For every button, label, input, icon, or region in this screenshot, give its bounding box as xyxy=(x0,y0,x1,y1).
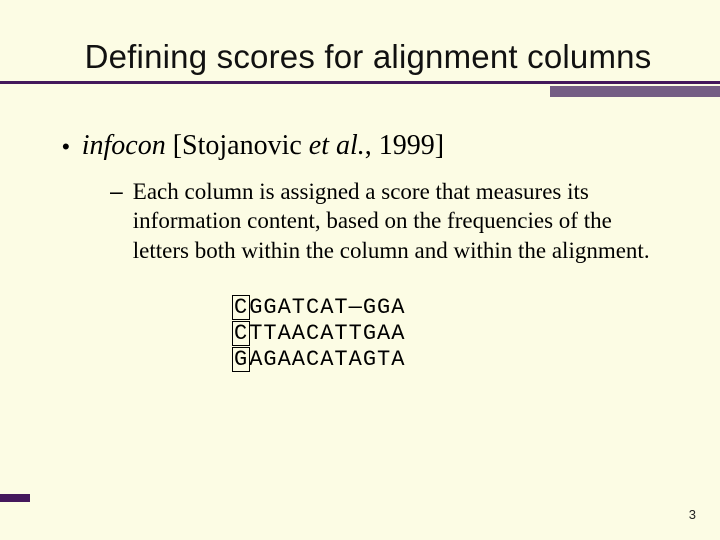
sequence-alignment: CGGATCAT—GGA CTTAACATTGAA GAGAACATAGTA xyxy=(232,295,672,372)
sequence-row: GAGAACATAGTA xyxy=(232,347,672,373)
sequence-rest: AGAACATAGTA xyxy=(249,347,405,372)
boxed-column-char: C xyxy=(232,295,250,320)
slide-title: Defining scores for alignment columns xyxy=(64,38,672,76)
title-shadow-bar xyxy=(550,86,720,97)
sequence-rest: GGATCAT—GGA xyxy=(249,295,405,320)
sub-bullet-marker: – xyxy=(110,177,123,206)
boxed-column-char: C xyxy=(232,321,250,346)
citation-open: [Stojanovic xyxy=(166,130,309,161)
term-infocon: infocon xyxy=(82,130,166,161)
sequence-row: CTTAACATTGAA xyxy=(232,321,672,347)
sequence-rest: TTAACATTGAA xyxy=(249,321,405,346)
title-block: Defining scores for alignment columns xyxy=(48,38,672,76)
content-area: • infocon [Stojanovic et al., 1999] – Ea… xyxy=(48,108,672,372)
title-underline xyxy=(0,81,720,84)
citation-close: , 1999] xyxy=(365,130,444,161)
bullet-marker: • xyxy=(62,132,70,163)
page-number: 3 xyxy=(689,507,696,522)
sub-bullet-text: Each column is assigned a score that mea… xyxy=(133,177,672,265)
footer-accent-bar xyxy=(0,494,30,502)
sequence-row: CGGATCAT—GGA xyxy=(232,295,672,321)
bullet-item: • infocon [Stojanovic et al., 1999] xyxy=(62,128,672,163)
citation-etal: et al. xyxy=(309,130,365,161)
bullet-text: infocon [Stojanovic et al., 1999] xyxy=(82,128,444,163)
slide: Defining scores for alignment columns • … xyxy=(0,0,720,540)
sub-bullet-item: – Each column is assigned a score that m… xyxy=(62,177,672,265)
boxed-column-char: G xyxy=(232,347,250,372)
